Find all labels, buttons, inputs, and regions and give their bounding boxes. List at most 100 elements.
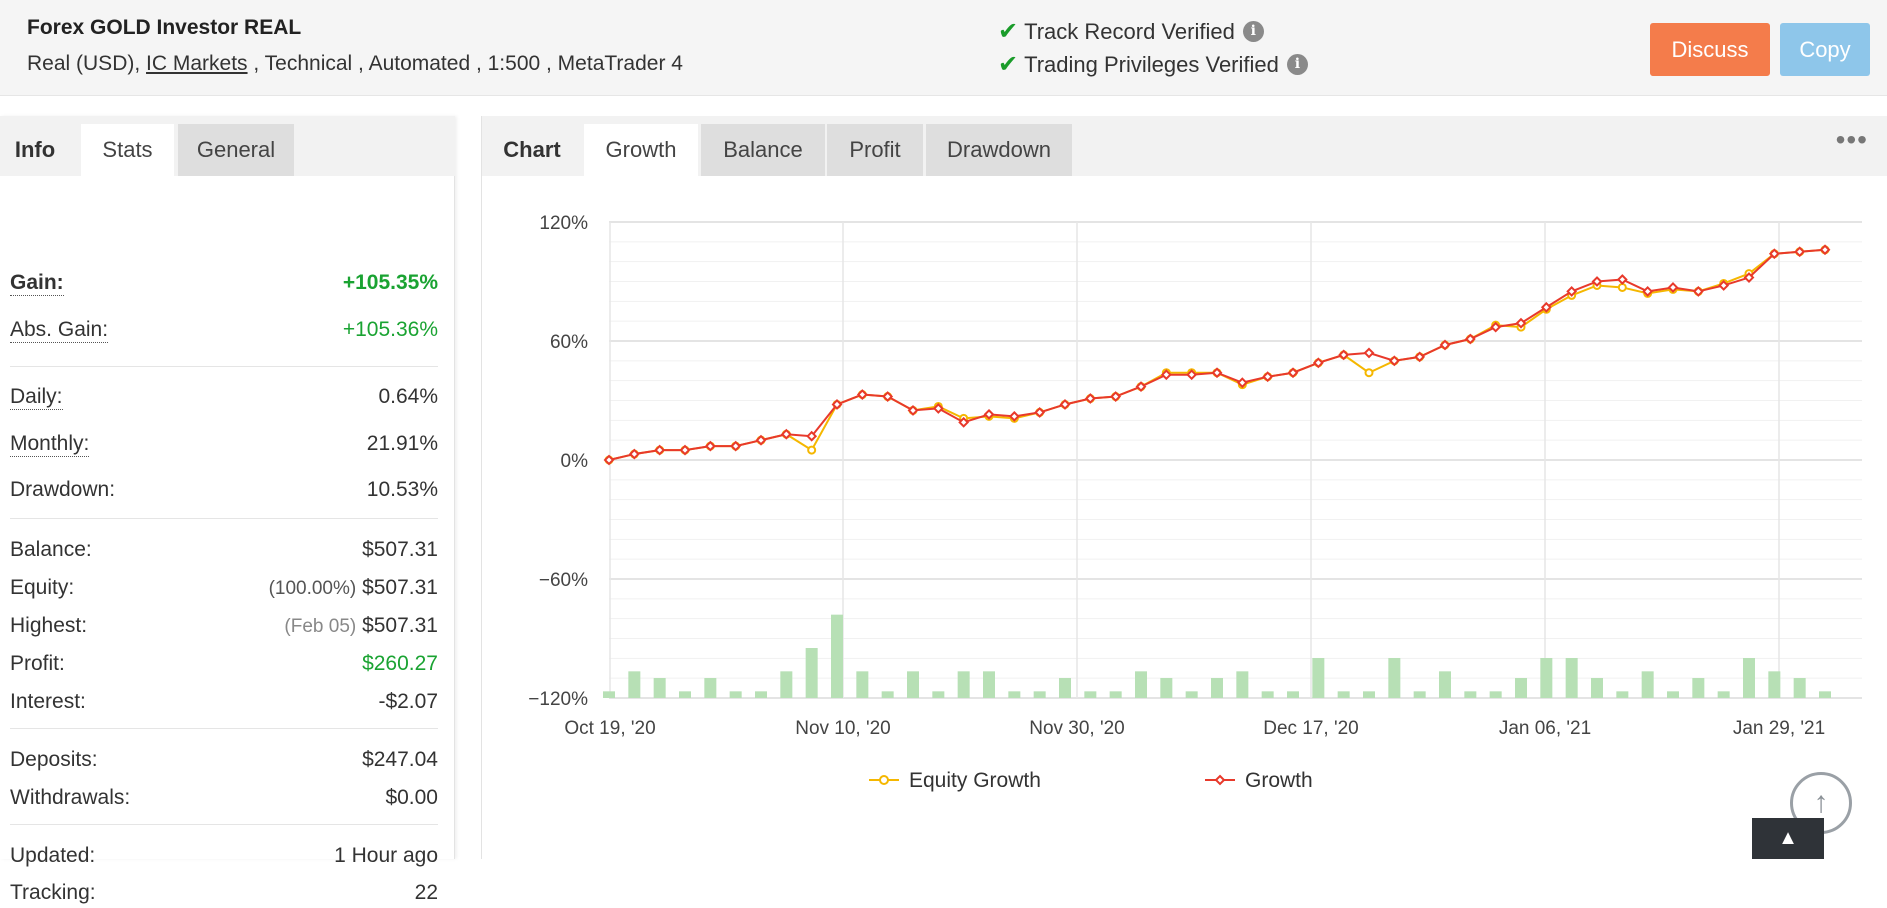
- growth-point: [806, 430, 818, 442]
- growth-point: [1490, 321, 1502, 333]
- stat-equity: Equity: (100.00%) $507.31: [10, 573, 438, 603]
- growth-point: [704, 440, 716, 452]
- chevron-up-icon[interactable]: ▲: [1752, 818, 1824, 859]
- stat-value: $0.00: [385, 786, 438, 809]
- tab-balance[interactable]: Balance: [701, 124, 825, 176]
- volume-bar: [1160, 678, 1173, 698]
- volume-bar: [1211, 678, 1223, 698]
- equity-growth-point: [1364, 368, 1374, 378]
- stats-panel: Info Stats General Gain: +105.35% Abs. G…: [0, 116, 455, 904]
- stat-value: 1 Hour ago: [334, 844, 438, 867]
- growth-point: [932, 403, 944, 414]
- tab-growth[interactable]: Growth: [584, 124, 698, 176]
- tab-chart[interactable]: Chart: [503, 137, 561, 162]
- info-icon[interactable]: i: [1286, 54, 1308, 75]
- growth-point: [1642, 286, 1654, 297]
- stat-value: 0.64%: [378, 385, 438, 408]
- broker-link[interactable]: IC Markets: [146, 52, 248, 75]
- tab-drawdown[interactable]: Drawdown: [926, 124, 1072, 176]
- stat-value-group: (100.00%) $507.31: [269, 576, 438, 600]
- stat-label: Highest:: [10, 614, 88, 637]
- tab-stats[interactable]: Stats: [81, 124, 174, 176]
- stat-tracking: Tracking: 22: [10, 878, 438, 908]
- stat-value: -$2.07: [378, 690, 438, 713]
- legend-marker: [879, 775, 889, 785]
- growth-point: [1616, 274, 1628, 285]
- stat-updated: Updated: 1 Hour ago: [10, 841, 438, 871]
- growth-point: [1794, 246, 1806, 258]
- stat-label[interactable]: Monthly:: [10, 431, 90, 457]
- info-icon[interactable]: i: [1242, 21, 1264, 42]
- stat-interest: Interest: -$2.07: [10, 687, 438, 717]
- volume-bar: [983, 671, 995, 698]
- volume-bar: [1337, 691, 1350, 698]
- growth-point: [1110, 391, 1122, 402]
- legend-marker: [1214, 774, 1226, 786]
- growth-chart: 120% 60% 0% −60% −120% Oct 19, '20 Nov 10, '20…: [528, 213, 1862, 792]
- stat-label[interactable]: Abs. Gain:: [10, 317, 109, 343]
- volume-bar: [1743, 658, 1755, 698]
- tab-general[interactable]: General: [178, 124, 294, 176]
- stat-value: $507.31: [362, 538, 438, 561]
- volume-bar: [679, 691, 691, 698]
- volume-bar: [1464, 691, 1477, 698]
- stat-label: Balance:: [10, 538, 92, 561]
- stat-label[interactable]: Daily:: [10, 384, 63, 410]
- stat-profit: Profit: $260.27: [10, 649, 438, 679]
- volume-bar: [1616, 691, 1629, 698]
- volume-bar: [1641, 671, 1654, 698]
- growth-point: [1591, 276, 1603, 287]
- y-tick-label: −60%: [539, 570, 588, 591]
- volume-bar: [1489, 691, 1502, 698]
- divider: [10, 728, 438, 729]
- account-type: Real (USD),: [27, 52, 147, 75]
- stat-value: +105.36%: [342, 318, 438, 341]
- copy-button[interactable]: Copy: [1780, 23, 1870, 76]
- growth-point: [1363, 347, 1375, 359]
- volume-bar: [1109, 691, 1122, 698]
- stat-label: Updated:: [10, 844, 96, 867]
- volume-bar: [1084, 691, 1097, 698]
- account-header: Forex GOLD Investor REAL Real (USD), IC …: [0, 0, 1887, 96]
- checkmark-icon: ✔: [998, 51, 1019, 78]
- equity-growth-point: [807, 445, 817, 455]
- volume-bar: [1236, 671, 1249, 698]
- stat-label: Drawdown:: [10, 478, 116, 501]
- growth-point: [730, 440, 742, 452]
- volume-bar: [1515, 678, 1527, 698]
- growth-point: [882, 391, 894, 402]
- stat-withdrawals: Withdrawals: $0.00: [10, 783, 438, 813]
- growth-point: [856, 389, 868, 400]
- growth-point: [1768, 248, 1780, 260]
- volume-bar: [881, 691, 894, 698]
- volume-bar: [1591, 678, 1603, 698]
- discuss-button[interactable]: Discuss: [1650, 23, 1770, 76]
- equity-percent: (100.00%): [268, 578, 357, 599]
- stat-monthly: Monthly: 21.91%: [10, 429, 438, 459]
- stat-label[interactable]: Gain:: [10, 270, 64, 296]
- y-tick-label: 60%: [550, 332, 588, 353]
- tab-profit[interactable]: Profit: [827, 124, 923, 176]
- growth-point: [1034, 406, 1046, 418]
- volume-bar: [1363, 691, 1375, 698]
- tab-info[interactable]: Info: [14, 137, 56, 162]
- stat-deposits: Deposits: $247.04: [10, 745, 438, 775]
- growth-point: [1692, 286, 1704, 297]
- growth-point: [1135, 381, 1147, 393]
- volume-bar: [805, 648, 818, 698]
- growth-point: [1160, 369, 1172, 381]
- account-meta: Real (USD), IC Markets , Technical , Aut…: [27, 52, 683, 76]
- volume-bar: [932, 691, 945, 698]
- growth-point: [755, 434, 767, 446]
- x-tick-label: Nov 10, '20: [795, 718, 891, 739]
- y-tick-label: 0%: [561, 451, 589, 472]
- growth-point: [1236, 377, 1248, 389]
- volume-bar: [1717, 691, 1730, 698]
- trading-privileges-label: Trading Privileges Verified: [1024, 51, 1279, 77]
- volume-bar: [1565, 658, 1578, 698]
- volume-bar: [957, 671, 970, 698]
- volume-bar: [1033, 691, 1046, 698]
- volume-bar: [1059, 678, 1071, 698]
- trading-privileges-status: ✔ Trading Privileges Verified i: [998, 50, 1308, 79]
- stat-value: $247.04: [362, 748, 438, 771]
